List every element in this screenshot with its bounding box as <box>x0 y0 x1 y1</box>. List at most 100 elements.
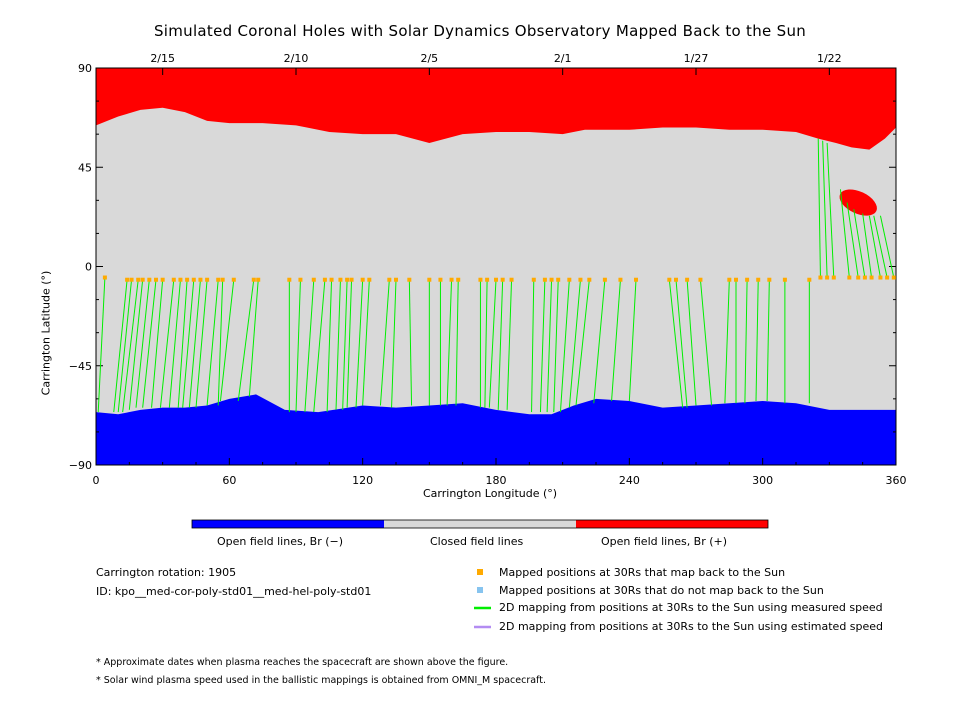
x-tick-label-1: 60 <box>222 474 236 487</box>
y-tick-label-4: 90 <box>78 62 92 75</box>
colorbar <box>191 519 769 529</box>
colorbar-negative <box>192 520 384 528</box>
mapping-line-3 <box>122 279 139 413</box>
mapped-position-1 <box>125 277 130 282</box>
mapping-line-41 <box>531 279 535 413</box>
mapping-line-70 <box>873 215 888 278</box>
mapping-line-43 <box>546 279 553 413</box>
mapped-position-3 <box>136 277 141 282</box>
mapping-marks <box>97 138 896 413</box>
mapping-line-39 <box>497 279 504 410</box>
mapped-position-70 <box>885 275 890 280</box>
mapping-line-29 <box>379 279 390 406</box>
mapping-line-66 <box>846 202 859 278</box>
mapped-position-11 <box>191 277 196 282</box>
mapped-position-65 <box>847 275 852 280</box>
colorbar-label-closed: Closed field lines <box>430 535 524 548</box>
colorbar-positive <box>576 520 768 528</box>
note-dates: * Approximate dates when plasma reaches … <box>96 657 509 668</box>
mapping-line-24 <box>335 279 341 410</box>
mapped-position-22 <box>322 277 327 282</box>
x-tick-label-4: 240 <box>619 474 640 487</box>
mapped-position-69 <box>878 275 883 280</box>
mapping-line-51 <box>668 279 684 408</box>
mapped-position-7 <box>160 277 165 282</box>
mapped-position-54 <box>698 277 703 282</box>
mapped-position-44 <box>556 277 561 282</box>
x-tick-label-2: 120 <box>352 474 373 487</box>
mapped-position-33 <box>438 277 443 282</box>
date-label-5: 1/22 <box>817 52 842 65</box>
mapped-position-39 <box>500 277 505 282</box>
mapping-line-21 <box>304 279 315 413</box>
colorbar-label-positive: Open field lines, Br (+) <box>601 535 728 548</box>
mapped-position-21 <box>311 277 316 282</box>
x-tick-label-0: 0 <box>93 474 100 487</box>
note-speed: * Solar wind plasma speed used in the ba… <box>96 675 546 686</box>
mapping-line-2 <box>117 279 133 413</box>
mapped-position-9 <box>178 277 183 282</box>
mapped-position-4 <box>140 277 145 282</box>
mapping-line-65 <box>839 189 850 278</box>
mapping-line-48 <box>593 279 606 404</box>
mapping-line-55 <box>724 279 730 404</box>
mapping-line-4 <box>128 279 144 410</box>
mapping-line-63 <box>822 140 828 278</box>
mapping-line-27 <box>355 279 364 408</box>
colorbar-frame <box>191 519 769 529</box>
date-label-3: 2/1 <box>554 52 572 65</box>
date-label-2: 2/5 <box>420 52 438 65</box>
mapped-position-71 <box>891 275 896 280</box>
mapped-position-36 <box>478 277 483 282</box>
mapped-position-68 <box>869 275 874 280</box>
mapping-line-12 <box>188 279 201 408</box>
model-id: ID: kpo__med-cor-poly-std01__med-hel-pol… <box>96 585 372 598</box>
mapping-line-0 <box>97 277 106 413</box>
mapping-line-13 <box>195 279 208 408</box>
mapping-line-34 <box>446 279 453 406</box>
mapping-line-64 <box>826 142 835 278</box>
mapping-line-40 <box>506 279 513 410</box>
mapped-position-45 <box>567 277 572 282</box>
mapped-position-41 <box>531 277 536 282</box>
y-tick-label-0: −90 <box>69 459 92 472</box>
mapped-position-64 <box>831 275 836 280</box>
mapping-line-50 <box>628 279 637 402</box>
mapping-line-18 <box>248 279 259 397</box>
mapped-position-5 <box>147 277 152 282</box>
legend <box>474 569 491 629</box>
mapping-line-54 <box>699 279 713 406</box>
mapped-position-40 <box>509 277 514 282</box>
axes: 0 60 120 180 240 300 360 −90 −45 0 45 90 2/15 2/10 2/5… <box>69 52 907 487</box>
mapping-line-9 <box>168 279 181 408</box>
mapping-line-37 <box>484 279 488 408</box>
legend-label-measured: 2D mapping from positions at 30Rs to the… <box>499 601 883 614</box>
mapped-position-8 <box>171 277 176 282</box>
mapping-line-44 <box>553 279 559 413</box>
mapped-position-25 <box>345 277 350 282</box>
mapping-line-35 <box>455 279 459 406</box>
mapped-position-55 <box>727 277 732 282</box>
mapped-position-47 <box>587 277 592 282</box>
mapped-position-13 <box>205 277 210 282</box>
mapped-position-60 <box>782 277 787 282</box>
mapped-position-57 <box>745 277 750 282</box>
mapped-position-48 <box>602 277 607 282</box>
mapped-position-62 <box>818 275 823 280</box>
mapping-line-8 <box>159 279 175 408</box>
mapped-position-19 <box>287 277 292 282</box>
mapped-position-49 <box>618 277 623 282</box>
mapped-position-12 <box>198 277 203 282</box>
mapping-line-22 <box>313 279 326 413</box>
mapped-position-52 <box>674 277 678 282</box>
mapped-position-30 <box>394 277 398 282</box>
mapped-position-20 <box>298 277 303 282</box>
date-label-4: 1/27 <box>684 52 709 65</box>
mapping-line-31 <box>408 279 413 406</box>
mapping-line-23 <box>326 279 333 413</box>
mapping-line-45 <box>559 279 570 413</box>
x-axis-label: Carrington Longitude (°) <box>423 487 558 500</box>
mapped-position-31 <box>407 277 412 282</box>
mapped-position-63 <box>825 275 830 280</box>
mapping-line-57 <box>744 279 748 404</box>
